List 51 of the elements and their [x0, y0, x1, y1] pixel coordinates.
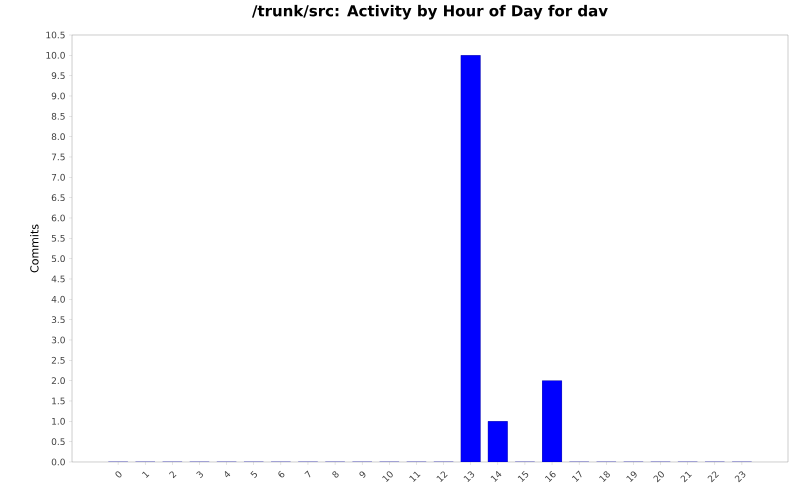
chart-title: /trunk/src: Activity by Hour of Day for dav: [252, 4, 608, 20]
x-tick-label: 8: [332, 471, 339, 478]
bar: [542, 380, 562, 462]
y-tick-label: 3.0: [52, 336, 65, 344]
y-tick-label: 1.5: [52, 398, 65, 404]
x-tick-label: 10: [382, 471, 393, 482]
y-tick-label: 9.0: [52, 92, 65, 100]
x-tick-label: 18: [599, 471, 610, 482]
x-tick-label: 9: [359, 471, 366, 478]
y-tick-label: 5.5: [52, 234, 65, 242]
x-tick-label: 20: [653, 471, 664, 482]
x-tick-label: 5: [250, 470, 258, 478]
x-tick-label: 17: [572, 470, 582, 482]
y-tick-label: 9.5: [52, 72, 65, 80]
y-tick-label: 0.5: [52, 438, 65, 446]
x-tick-label: 14: [490, 471, 502, 482]
y-tick-label: 5.0: [52, 255, 65, 262]
y-tick-label: 10.5: [46, 32, 65, 38]
x-tick-label: 11: [409, 472, 420, 482]
y-tick-label: 6.0: [52, 214, 65, 222]
y-tick-label: 0.0: [52, 458, 65, 466]
x-tick-label: 23: [734, 471, 746, 482]
y-tick-label: 7.5: [52, 154, 65, 160]
x-tick-label: 7: [304, 470, 310, 478]
y-tick-label: 7.0: [52, 174, 65, 181]
x-tick-label: 19: [626, 471, 637, 482]
x-tick-label: 22: [707, 471, 719, 482]
y-tick-label: 8.5: [52, 112, 65, 120]
x-tick-label: 16: [544, 470, 556, 482]
bar: [488, 421, 508, 462]
x-tick-label: 13: [464, 471, 474, 482]
x-tick-label: 15: [518, 470, 528, 482]
x-tick-label: 2: [169, 471, 176, 478]
y-tick-label: 3.5: [52, 316, 65, 324]
x-tick-label: 0: [115, 471, 122, 478]
y-tick-label: 2.5: [52, 356, 65, 364]
y-tick-label: 8.0: [52, 133, 65, 140]
x-tick-label: 3: [196, 471, 203, 478]
x-tick-label: 12: [436, 471, 448, 482]
bar: [460, 55, 480, 462]
x-tick-label: 1: [142, 472, 150, 478]
x-tick-label: 4: [224, 471, 230, 478]
y-tick-label: 6.5: [52, 194, 65, 202]
y-tick-label: 2.0: [52, 377, 65, 384]
x-tick-label: 6: [278, 470, 284, 478]
x-tick-label: 21: [680, 472, 692, 482]
y-tick-label: 4.5: [52, 276, 65, 282]
y-tick-label: 10.0: [46, 52, 65, 59]
y-tick-label: 4.0: [52, 296, 65, 303]
y-axis-title: Commits: [30, 224, 39, 272]
y-tick-label: 1.0: [52, 418, 65, 425]
